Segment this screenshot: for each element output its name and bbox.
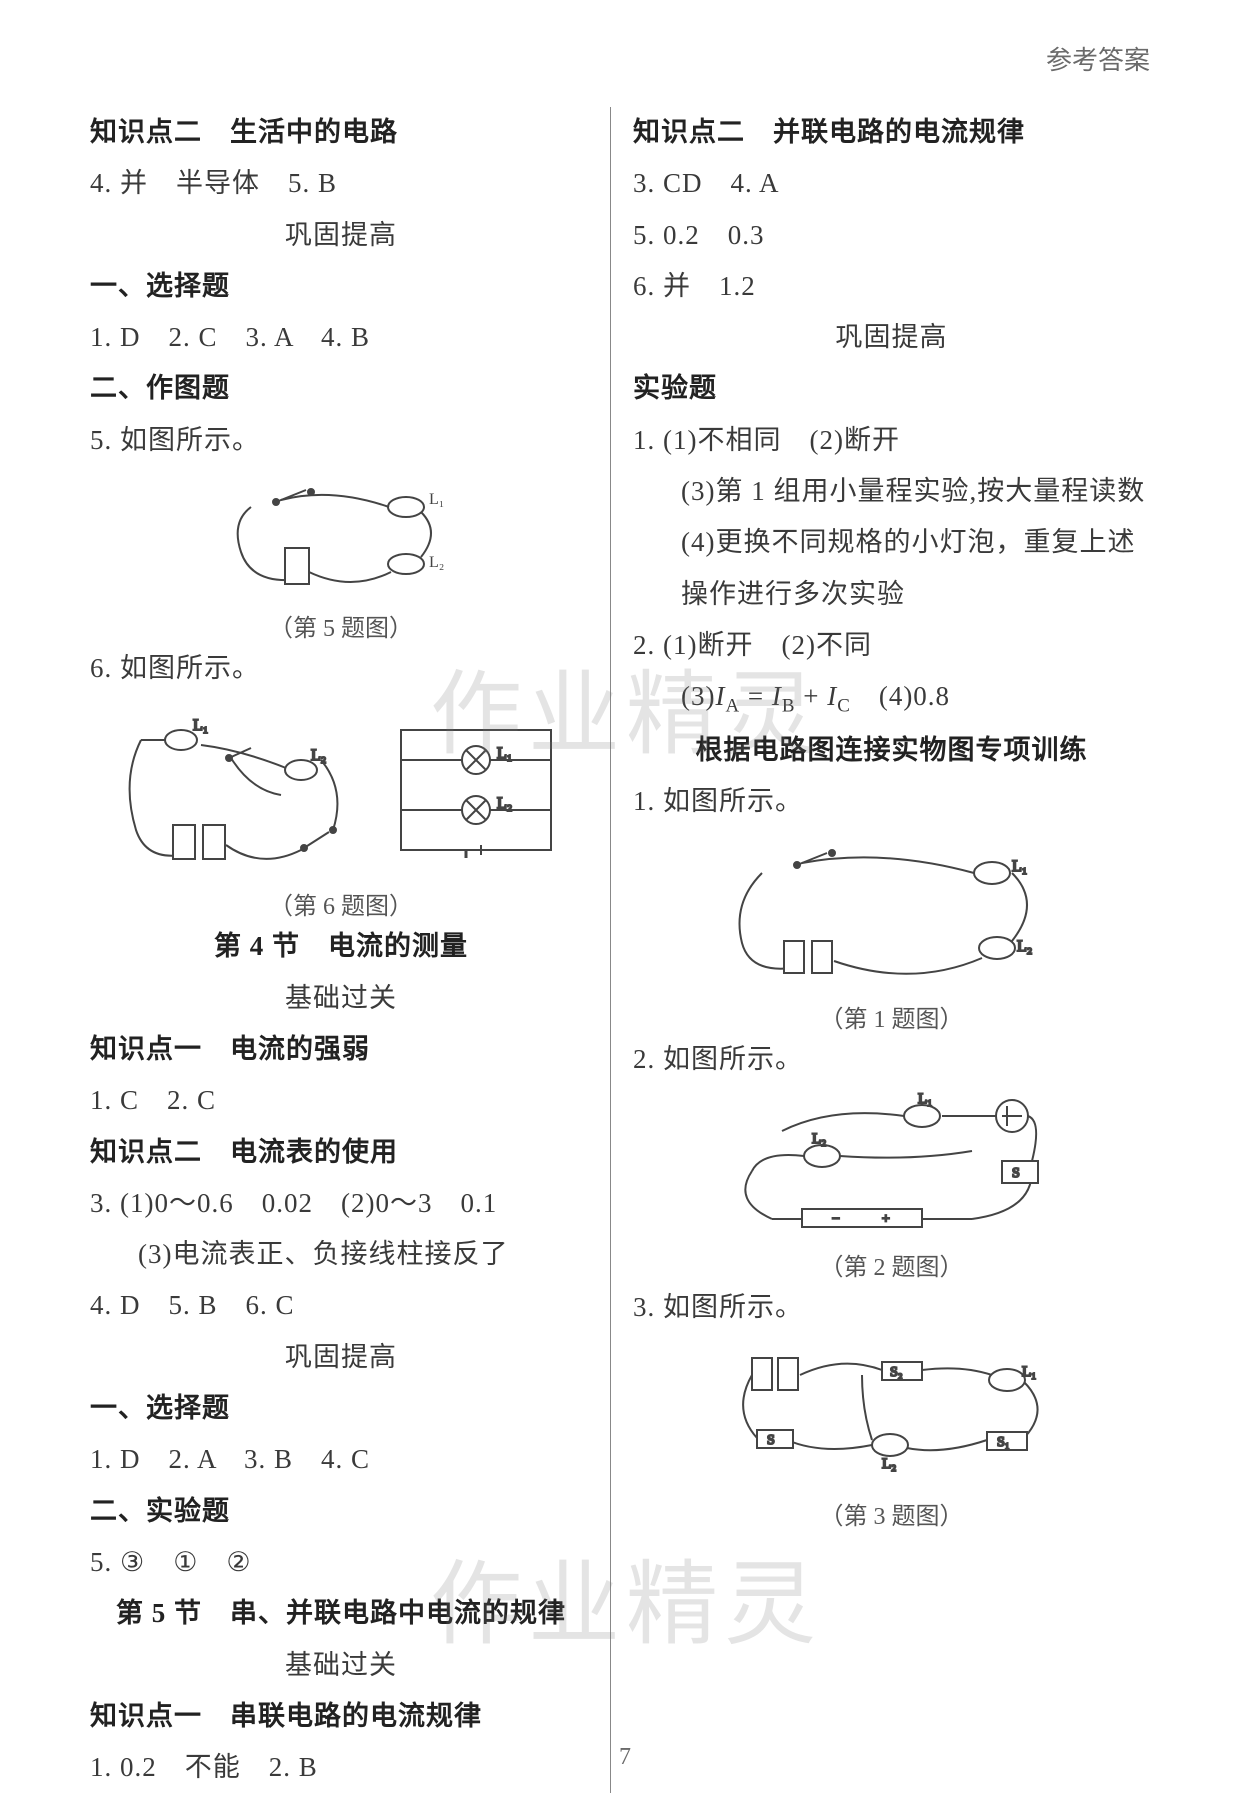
svg-text:L₂: L₂: [429, 554, 444, 571]
svg-text:L₂: L₂: [882, 1456, 896, 1472]
svg-text:L₂: L₂: [497, 795, 512, 812]
answer-line: 1. D 2. C 3. A 4. B: [90, 312, 592, 363]
figure-5: L₁ L₂: [90, 472, 592, 602]
answer-line: 5. 0.2 0.3: [633, 210, 1150, 261]
section-title: 第 4 节 电流的测量: [90, 921, 592, 972]
answer-line: 6. 如图所示。: [90, 643, 592, 694]
subsection: 二、实验题: [90, 1486, 592, 1537]
content-columns: 知识点二 生活中的电路 4. 并 半导体 5. B 巩固提高 一、选择题 1. …: [90, 107, 1160, 1793]
answer-line: 3. CD 4. A: [633, 158, 1150, 209]
svg-text:L₁: L₁: [497, 745, 512, 762]
left-column: 知识点二 生活中的电路 4. 并 半导体 5. B 巩固提高 一、选择题 1. …: [90, 107, 610, 1793]
answer-line: 操作进行多次实验: [633, 569, 1150, 620]
figure-6: L₁ L₂ L₁ L₂: [90, 700, 592, 880]
answer-line: 3. 如图所示。: [633, 1282, 1150, 1333]
subsection: 实验题: [633, 363, 1150, 414]
svg-text:S: S: [1012, 1166, 1020, 1181]
answer-line: 3. (1)0～0.6 0.02 (2)0～3 0.1: [90, 1178, 592, 1229]
svg-text:L₂: L₂: [812, 1131, 826, 1147]
svg-text:L₁: L₁: [918, 1091, 932, 1107]
answer-line: 5. 如图所示。: [90, 415, 592, 466]
kp-heading: 知识点二 并联电路的电流规律: [633, 107, 1150, 158]
answer-line: 5. ③ ① ②: [90, 1537, 592, 1588]
kp-heading: 知识点二 生活中的电路: [90, 107, 592, 158]
svg-text:L₁: L₁: [429, 491, 444, 508]
svg-text:S₁: S₁: [997, 1435, 1010, 1450]
svg-text:S₂: S₂: [890, 1365, 903, 1380]
answer-line: (4)更换不同规格的小灯泡，重复上述: [633, 517, 1150, 568]
answer-line: (3)IA = IB + IC (4)0.8: [633, 671, 1150, 724]
svg-text:L₁: L₁: [193, 717, 208, 734]
section-title: 第 5 节 串、并联电路中电流的规律: [90, 1588, 592, 1639]
answer-line: 4. 并 半导体 5. B: [90, 158, 592, 209]
answer-line: 2. 如图所示。: [633, 1034, 1150, 1085]
label: (4)0.8: [851, 681, 950, 711]
section-sub: 基础过关: [90, 1640, 592, 1691]
answer-line: 4. D 5. B 6. C: [90, 1280, 592, 1331]
figure-caption: （第 6 题图）: [90, 886, 592, 921]
answer-line: 6. 并 1.2: [633, 261, 1150, 312]
page-header: 参考答案: [90, 40, 1160, 77]
figure-r3: S₂ L₁ S₁ L₂ S: [633, 1340, 1150, 1490]
section-title: 根据电路图连接实物图专项训练: [633, 725, 1150, 776]
answer-line: (3)第 1 组用小量程实验,按大量程读数: [633, 466, 1150, 517]
section-sub: 巩固提高: [633, 312, 1150, 363]
kp-heading: 知识点一 串联电路的电流规律: [90, 1691, 592, 1742]
label: (3): [681, 681, 715, 711]
kp-heading: 知识点一 电流的强弱: [90, 1024, 592, 1075]
svg-text:L₁: L₁: [1012, 858, 1027, 875]
svg-text:L₂: L₂: [1017, 938, 1032, 955]
page-number: 7: [0, 1744, 1250, 1771]
answer-line: 1. 如图所示。: [633, 776, 1150, 827]
figure-caption: （第 5 题图）: [90, 608, 592, 643]
section-sub: 基础过关: [90, 973, 592, 1024]
answer-line: 2. (1)断开 (2)不同: [633, 620, 1150, 671]
kp-heading: 知识点二 电流表的使用: [90, 1127, 592, 1178]
answer-line: 1. D 2. A 3. B 4. C: [90, 1434, 592, 1485]
subsection: 一、选择题: [90, 1383, 592, 1434]
answer-line: 1. C 2. C: [90, 1075, 592, 1126]
section-sub: 巩固提高: [90, 210, 592, 261]
section-sub: 巩固提高: [90, 1332, 592, 1383]
svg-text:− +: − +: [832, 1212, 890, 1227]
figure-r1: L₁ L₂: [633, 833, 1150, 993]
figure-caption: （第 2 题图）: [633, 1247, 1150, 1282]
right-column: 知识点二 并联电路的电流规律 3. CD 4. A 5. 0.2 0.3 6. …: [610, 107, 1150, 1793]
svg-text:S: S: [767, 1433, 775, 1448]
subsection: 二、作图题: [90, 363, 592, 414]
svg-text:L₁: L₁: [1022, 1364, 1036, 1380]
svg-text:L₂: L₂: [311, 747, 326, 764]
figure-r2: − + S L₁ L₂: [633, 1091, 1150, 1241]
subsection: 一、选择题: [90, 261, 592, 312]
figure-caption: （第 3 题图）: [633, 1496, 1150, 1531]
answer-line: 1. (1)不相同 (2)断开: [633, 415, 1150, 466]
figure-caption: （第 1 题图）: [633, 999, 1150, 1034]
answer-line: (3)电流表正、负接线柱接反了: [90, 1229, 592, 1280]
